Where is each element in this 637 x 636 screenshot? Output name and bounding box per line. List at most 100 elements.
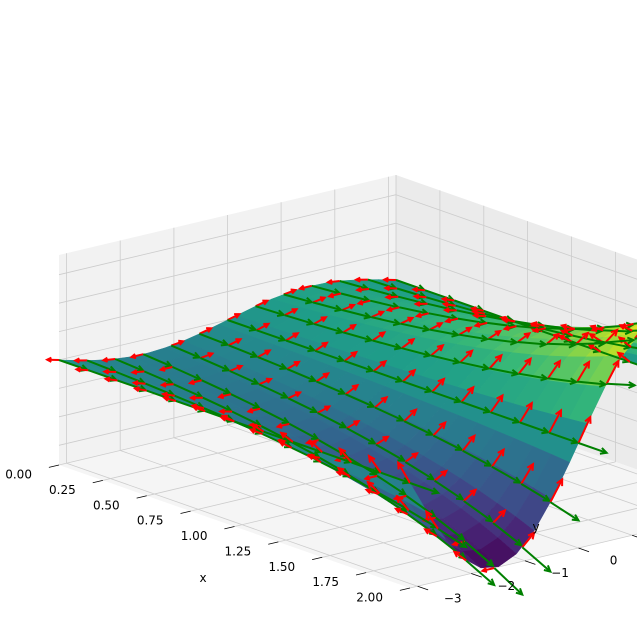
- vector-green: [520, 483, 552, 502]
- x-tick-label: 1.50: [268, 560, 295, 574]
- vector-red: [341, 303, 357, 311]
- vector-green: [576, 339, 607, 348]
- vector-red: [559, 323, 575, 330]
- vector-red: [346, 420, 361, 430]
- vector-green: [464, 540, 495, 568]
- vector-red: [131, 380, 146, 387]
- vector-red: [129, 353, 144, 360]
- x-tick: [268, 541, 279, 545]
- vector-red: [159, 381, 174, 388]
- vector-red: [160, 391, 175, 398]
- vector-red: [228, 338, 243, 347]
- vector-green: [489, 367, 520, 377]
- vector-red: [429, 322, 444, 331]
- vector-red: [314, 341, 329, 352]
- vector-green: [259, 407, 291, 424]
- vector-green: [409, 482, 441, 495]
- vector-red: [425, 509, 439, 530]
- vector-green: [521, 546, 553, 574]
- vector-field: [44, 276, 637, 597]
- gridline-y: [120, 450, 472, 574]
- vector-green: [492, 522, 523, 547]
- y-tick: [524, 560, 536, 565]
- vector-green: [314, 349, 346, 363]
- vector-red: [546, 332, 561, 345]
- y-tick: [578, 547, 590, 553]
- x-tick: [399, 587, 411, 591]
- vector-green: [493, 567, 524, 597]
- vector-red: [250, 423, 265, 433]
- vector-red: [577, 415, 592, 444]
- vector-green: [376, 475, 408, 496]
- vector-green: [519, 421, 551, 435]
- x-tick-label: 0.25: [49, 483, 76, 497]
- vector-red: [363, 474, 378, 481]
- gridline-z: [395, 251, 637, 337]
- gridline-y: [66, 462, 418, 587]
- vector-red: [198, 327, 214, 335]
- vector-red: [220, 414, 235, 423]
- vector-green: [431, 390, 463, 404]
- vector-green: [285, 339, 317, 353]
- vector-red: [520, 462, 535, 485]
- vector-red: [557, 334, 572, 343]
- vector-red: [531, 327, 547, 333]
- vector-green: [343, 331, 374, 343]
- vector-red: [313, 316, 328, 325]
- y-tick-label: 0: [610, 553, 618, 567]
- vector-red: [413, 301, 428, 307]
- vector-red: [521, 531, 536, 548]
- vector-red: [287, 391, 303, 400]
- gridline-z: [395, 194, 637, 280]
- vector-red: [412, 293, 427, 300]
- vector-green: [373, 370, 404, 383]
- vector-green: [401, 347, 433, 358]
- vector-red: [307, 453, 322, 464]
- vector-green: [629, 361, 637, 366]
- vector-green: [488, 337, 519, 346]
- vector-green: [437, 527, 469, 549]
- vector-red: [423, 528, 438, 538]
- vector-green: [284, 314, 316, 326]
- vector-red: [385, 306, 400, 313]
- vector-green: [201, 379, 232, 395]
- vector-red: [381, 276, 397, 283]
- vector-green: [518, 372, 550, 382]
- vector-red: [372, 331, 387, 342]
- vector-red: [229, 364, 244, 372]
- vector-green: [490, 411, 521, 424]
- gridline-z: [58, 194, 397, 276]
- vector-red: [44, 356, 60, 363]
- y-axis-label: y: [532, 520, 539, 534]
- vector-red: [460, 385, 475, 403]
- y-tick: [632, 534, 637, 538]
- vector-red: [356, 299, 371, 306]
- vector-red: [430, 343, 445, 357]
- vector-green: [316, 380, 347, 395]
- vector-red: [473, 321, 488, 328]
- vector-red: [431, 377, 446, 393]
- vector-red: [518, 357, 532, 375]
- vector-red: [277, 441, 293, 449]
- vector-red: [548, 408, 563, 434]
- vector-green: [605, 336, 636, 345]
- vector-green: [286, 368, 318, 383]
- vector-green: [404, 461, 436, 481]
- gridline-z: [58, 251, 397, 332]
- y-tick: [471, 573, 482, 578]
- vector-red: [397, 460, 411, 484]
- y-tick: [417, 585, 429, 591]
- x-tick-label: 1.00: [181, 529, 208, 543]
- vector-red: [284, 308, 299, 317]
- vector-green: [287, 397, 319, 413]
- vector-red: [336, 466, 351, 479]
- vector-green: [549, 501, 581, 522]
- vector-green: [372, 339, 403, 351]
- vector-red: [200, 352, 215, 360]
- vector-green: [517, 340, 548, 348]
- vector-red: [403, 408, 418, 422]
- vector-red: [132, 386, 147, 393]
- vector-green: [459, 333, 490, 343]
- vector-red: [343, 350, 359, 362]
- gridline-z: [395, 222, 637, 309]
